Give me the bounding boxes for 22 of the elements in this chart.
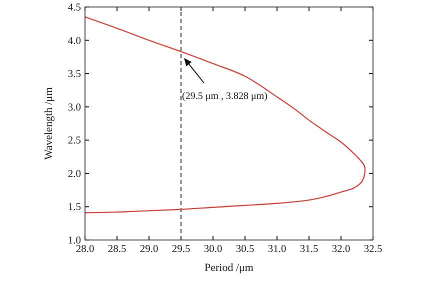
- y-tick-label: 3.5: [68, 69, 81, 80]
- y-tick-label: 2.0: [68, 168, 81, 180]
- x-tick-label: 30.5: [236, 244, 254, 255]
- y-tick-label: 4.0: [68, 36, 81, 47]
- x-tick-label: 29.0: [140, 244, 158, 255]
- y-axis-title: Wavelength /μm: [43, 86, 55, 160]
- x-tick-label: 28.0: [76, 244, 94, 255]
- y-tick-label: 3.0: [68, 102, 81, 114]
- x-tick-label: 32.0: [332, 244, 350, 255]
- x-tick-label: 32.5: [364, 244, 382, 255]
- y-tick-label: 1.0: [68, 236, 81, 246]
- y-tick-label: 2.5: [68, 136, 81, 147]
- x-axis-title: Period /μm: [204, 262, 254, 274]
- x-tick-label: 28.5: [108, 244, 126, 255]
- x-tick-label: 31.5: [300, 244, 318, 255]
- y-tick-label: 4.5: [68, 2, 81, 14]
- line-series: [84, 16, 366, 214]
- annotation: (29.5 μm , 3.828 μm): [182, 91, 268, 102]
- x-tick-label: 30.0: [204, 244, 222, 255]
- y-tick-label: 1.5: [68, 202, 81, 214]
- x-tick-label: 31.0: [268, 244, 286, 255]
- x-tick-label: 29.5: [172, 244, 190, 255]
